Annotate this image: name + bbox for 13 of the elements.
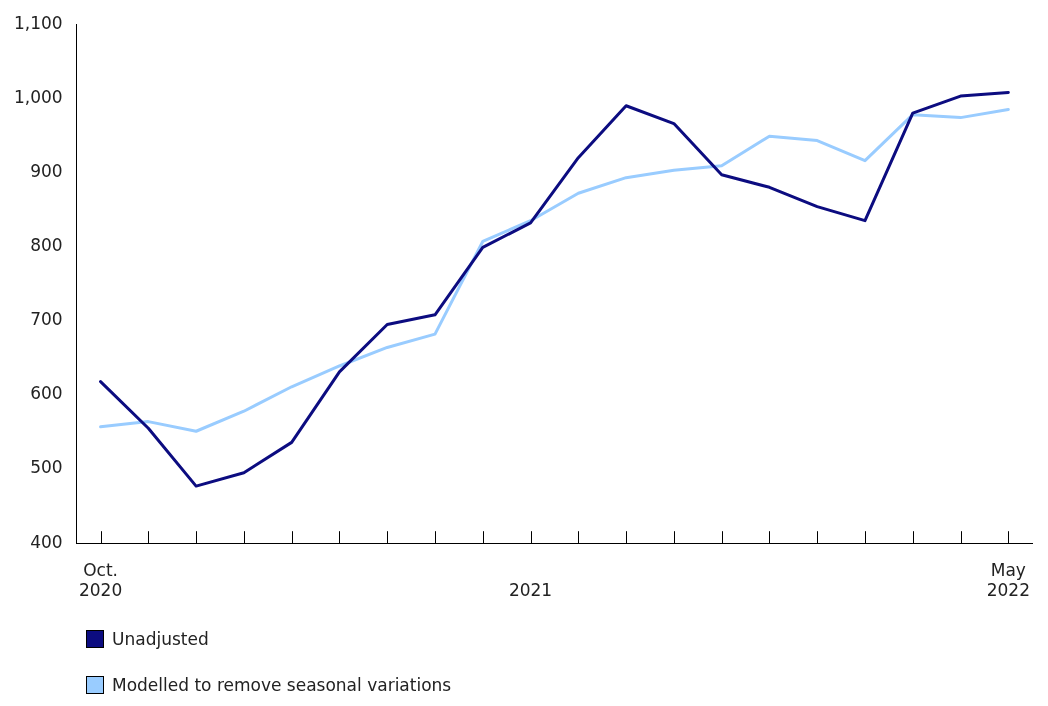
y-tick-label: 900 [30, 160, 63, 181]
x-tick-label: Oct. 2020 [78, 559, 123, 601]
y-tick-label: 700 [30, 309, 63, 330]
y-tick-label: 500 [30, 457, 63, 478]
legend-label: Unadjusted [112, 629, 209, 649]
legend-label: Modelled to remove seasonal variations [112, 675, 452, 695]
y-tick-label: 800 [30, 235, 63, 256]
y-tick-label: 1,000 [14, 86, 63, 107]
y-tick-label: 1,100 [14, 12, 63, 33]
x-tick-label: May 2022 [986, 559, 1030, 601]
x-tick-label: 2021 [508, 580, 553, 601]
y-tick-label: 600 [30, 383, 63, 404]
y-tick-label: 400 [30, 531, 63, 552]
